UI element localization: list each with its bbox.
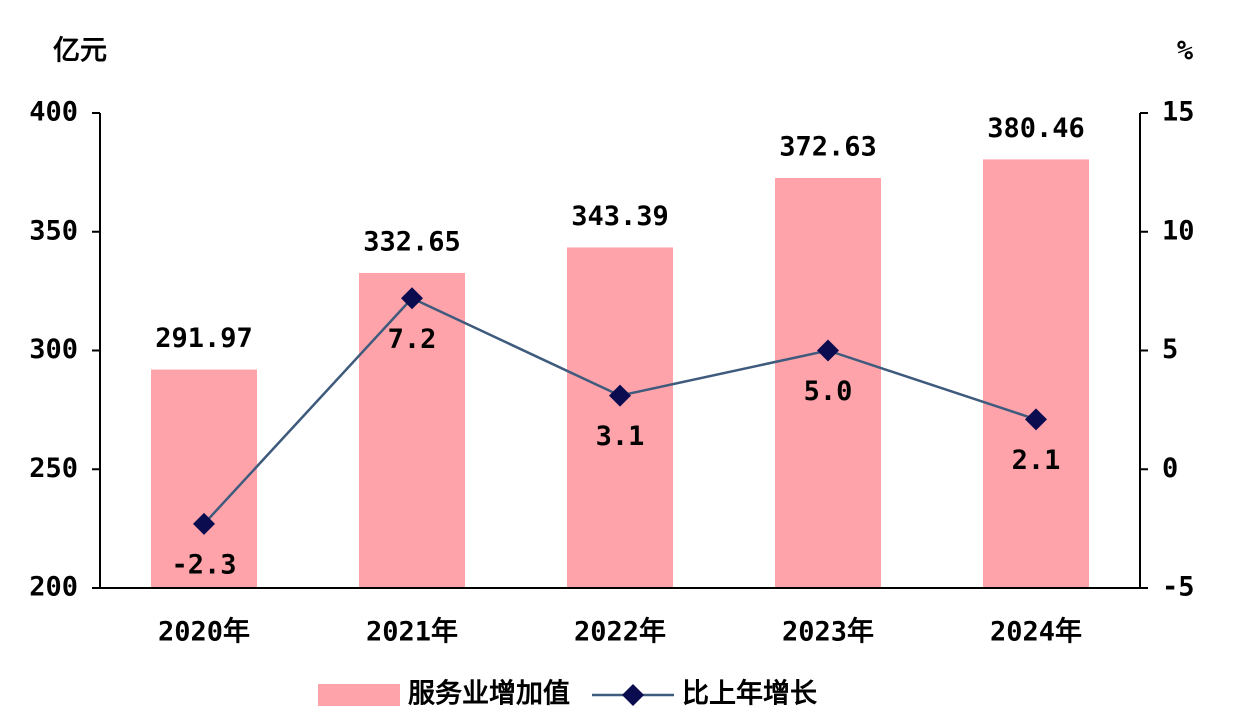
legend-label: 比上年增长 [682,678,818,710]
y-tick-label: 400 [29,97,78,128]
line-marker [401,287,423,310]
bar [151,369,257,588]
legend-label: 服务业增加值 [408,678,570,710]
line-value-label: 2.1 [1012,445,1061,476]
bar-value-label: 380.46 [987,113,1085,144]
line-marker [1025,408,1047,431]
line-value-label: 3.1 [596,421,645,452]
y-axis-label: 亿元 [53,36,107,67]
line-value-label: -2.3 [171,549,236,580]
x-tick-label: 2024年 [990,616,1082,648]
y2-axis-label: % [1177,36,1194,67]
bar [983,159,1089,588]
bar [359,272,465,588]
bar-value-label: 332.65 [363,226,461,257]
x-tick-label: 2020年 [158,616,250,648]
bar-value-label: 343.39 [571,201,669,232]
line-marker [609,384,631,407]
line-marker [817,339,839,362]
y-tick-label: 300 [29,334,78,365]
y-tick-label: 200 [29,572,78,603]
line-value-label: 7.2 [388,324,437,355]
y2-tick-label: 15 [1162,97,1195,128]
y2-tick-label: 0 [1162,453,1178,484]
legend-swatch [318,684,400,706]
line-value-label: 5.0 [804,376,853,407]
legend-marker [622,684,644,706]
bar-value-label: 372.63 [779,132,877,163]
x-tick-label: 2022年 [574,616,666,648]
x-tick-label: 2023年 [782,616,874,648]
bar [775,178,881,588]
bar [567,247,673,589]
bar-value-label: 291.97 [155,323,253,354]
y2-tick-label: -5 [1162,572,1195,603]
y2-tick-label: 10 [1162,215,1195,246]
y2-tick-label: 5 [1162,334,1178,365]
y-tick-label: 250 [29,453,78,484]
y-tick-label: 350 [29,215,78,246]
line-marker [193,512,215,535]
x-tick-label: 2021年 [366,616,458,648]
